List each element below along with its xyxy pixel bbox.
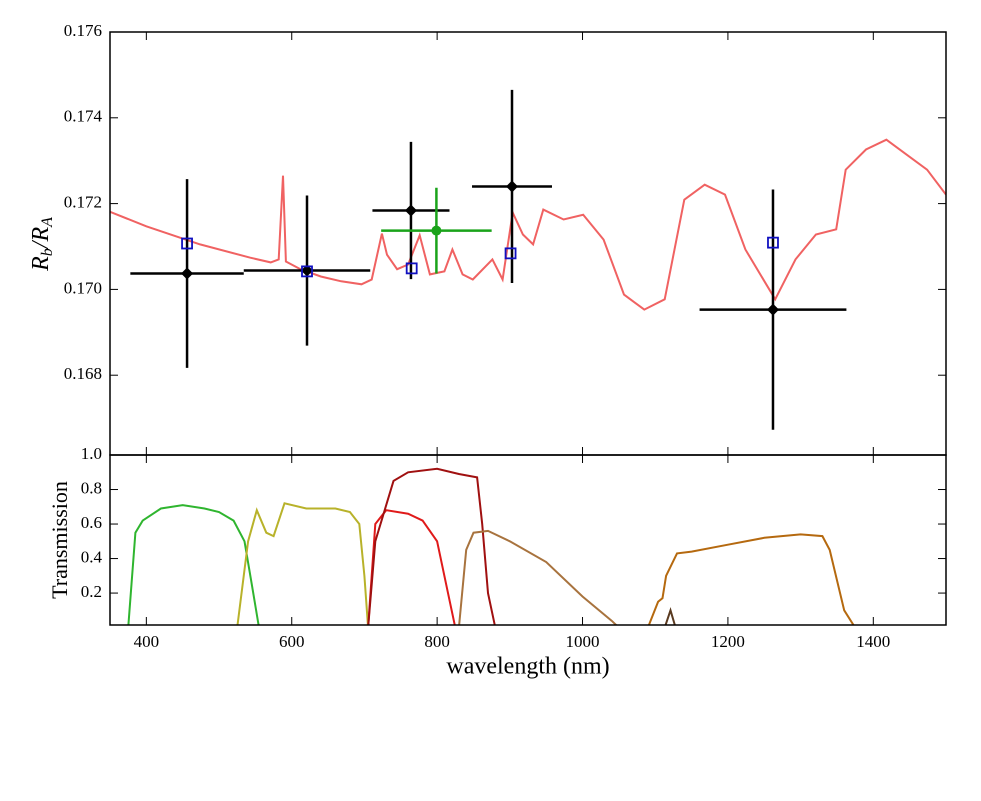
y-tick-label: 0.174 bbox=[64, 107, 103, 126]
data-point bbox=[181, 267, 194, 280]
plot-area bbox=[127, 467, 855, 625]
data-point bbox=[405, 262, 418, 275]
y-tick-label: 0.2 bbox=[81, 582, 102, 601]
y-tick-label: 0.6 bbox=[81, 513, 102, 532]
y-tick-label: 0.8 bbox=[81, 478, 102, 497]
x-tick-label: 800 bbox=[424, 632, 450, 651]
y-tick-label: 0.176 bbox=[64, 21, 102, 40]
line-series bbox=[236, 502, 369, 625]
data-point bbox=[301, 265, 313, 278]
data-point bbox=[504, 247, 517, 260]
plot-frame bbox=[109, 454, 947, 626]
y-label-part: A bbox=[39, 217, 56, 228]
y-label-part: R bbox=[28, 256, 54, 272]
y-tick-label: 0.168 bbox=[64, 364, 102, 383]
y-tick-label: 0.170 bbox=[64, 278, 102, 297]
line-series bbox=[664, 606, 676, 625]
x-tick-label: 1400 bbox=[856, 632, 890, 651]
y-label-part: /R bbox=[28, 227, 54, 251]
x-tick-label: 1000 bbox=[566, 632, 600, 651]
plot-area bbox=[110, 89, 946, 430]
y-label-part: b bbox=[39, 248, 56, 256]
y-axis-label: Transmission bbox=[47, 481, 72, 599]
data-point bbox=[766, 303, 779, 316]
x-axis-label: wavelength (nm) bbox=[446, 654, 609, 680]
line-series bbox=[647, 533, 855, 625]
data-point bbox=[431, 225, 442, 236]
x-tick-label: 400 bbox=[134, 632, 160, 651]
line-series bbox=[367, 467, 496, 625]
y-tick-label: 0.172 bbox=[64, 193, 102, 212]
data-point bbox=[404, 204, 417, 217]
line-series bbox=[110, 138, 946, 311]
data-point bbox=[181, 237, 193, 250]
y-tick-label: 1.0 bbox=[81, 444, 102, 463]
plot-frame bbox=[109, 31, 947, 456]
y-axis-label: Rb/RA bbox=[28, 217, 56, 272]
line-series bbox=[367, 509, 456, 625]
data-point bbox=[301, 264, 314, 277]
x-tick-label: 600 bbox=[279, 632, 305, 651]
data-point bbox=[767, 236, 779, 249]
line-series bbox=[458, 529, 618, 625]
x-tick-label: 1200 bbox=[711, 632, 745, 651]
data-point bbox=[506, 180, 519, 193]
y-tick-label: 0.4 bbox=[81, 547, 103, 566]
